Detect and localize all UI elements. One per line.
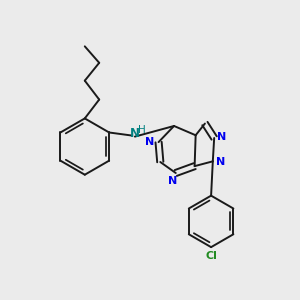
Text: N: N bbox=[217, 132, 226, 142]
Text: Cl: Cl bbox=[205, 251, 217, 261]
Text: N: N bbox=[168, 176, 178, 185]
Text: H: H bbox=[138, 125, 146, 135]
Text: N: N bbox=[130, 127, 140, 140]
Text: N: N bbox=[146, 137, 154, 147]
Text: N: N bbox=[216, 158, 225, 167]
